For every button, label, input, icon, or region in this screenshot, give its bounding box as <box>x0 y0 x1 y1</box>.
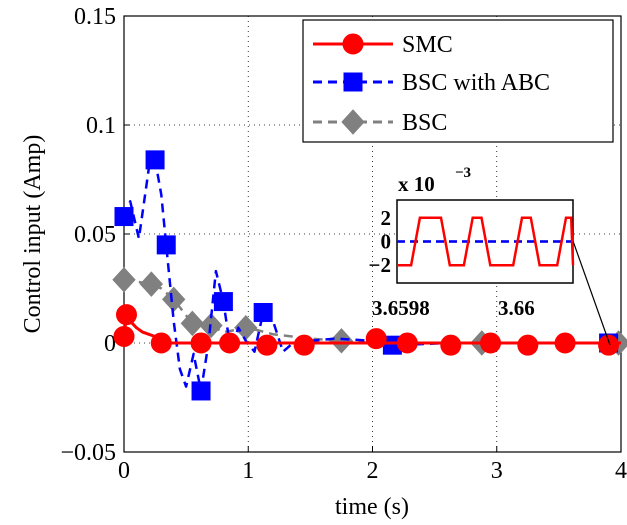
data-point-smc <box>598 334 620 356</box>
inset-scale-exponent: −3 <box>455 165 471 181</box>
inset-y-tick-labels: 20−2 <box>369 206 391 277</box>
y-tick-labels: −0.05 0 0.05 0.1 0.15 <box>60 4 116 466</box>
data-point-bsc-with-abc <box>145 150 165 170</box>
inset-x-tick-labels: 3.6598 3.66 <box>372 296 535 320</box>
y-tick-label: 0.15 <box>74 4 116 30</box>
y-tick-label: −0.05 <box>60 440 116 466</box>
inset-series-layer <box>397 216 575 267</box>
data-point-smc <box>190 332 212 354</box>
data-point-bsc-with-abc <box>156 235 176 255</box>
data-point-smc <box>115 304 137 326</box>
inset-scale-label: x 10 <box>398 172 435 196</box>
x-axis-label: time (s) <box>335 494 409 520</box>
y-tick-label: 0.1 <box>86 113 116 139</box>
data-point-bsc-with-abc <box>213 292 233 312</box>
legend-swatch-marker <box>342 33 364 55</box>
x-tick-label: 1 <box>242 458 254 484</box>
data-point-smc <box>517 334 539 356</box>
data-point-smc <box>113 325 135 347</box>
legend-swatch-marker <box>343 72 363 92</box>
y-tick-label: 0.05 <box>74 222 116 248</box>
data-point-bsc-with-abc <box>114 207 134 227</box>
legend-swatch-marker <box>341 109 365 135</box>
y-tick-label: 0 <box>104 331 116 357</box>
series-layer <box>112 150 627 401</box>
data-point-bsc-with-abc <box>253 302 273 322</box>
inset-zoom: x 10 −3 20−2 3.6598 3.66 <box>369 165 611 346</box>
data-point-smc <box>293 334 315 356</box>
legend-label: BSC <box>402 110 447 136</box>
y-axis-label: Control input (Amp) <box>20 135 46 334</box>
inset-series-line-smc <box>397 216 575 267</box>
legend-item-smc: SMC <box>313 32 453 58</box>
inset-x-tick-label: 3.6598 <box>372 296 430 320</box>
data-point-bsc-with-abc <box>191 381 211 401</box>
series-smc <box>113 304 621 356</box>
data-point-bsc <box>139 271 164 297</box>
legend-item-bsc: BSC <box>313 109 447 136</box>
data-point-bsc <box>329 328 354 354</box>
x-tick-label: 3 <box>491 458 503 484</box>
legend: SMC BSC with ABC BSC <box>302 19 614 143</box>
inset-y-tick-label: 0 <box>381 230 392 254</box>
data-point-smc <box>554 332 576 354</box>
plot-frame <box>123 15 622 453</box>
data-point-bsc <box>112 267 136 293</box>
inset-y-tick-label: 2 <box>381 206 392 230</box>
x-tick-labels: 0 1 2 3 4 <box>118 458 627 484</box>
x-tick-label: 2 <box>367 458 379 484</box>
inset-y-tick-label: −2 <box>369 253 391 277</box>
legend-label: SMC <box>402 32 453 58</box>
data-point-smc <box>365 328 387 350</box>
inset-x-tick-label: 3.66 <box>498 296 535 320</box>
data-point-smc <box>480 332 502 354</box>
legend-item-bsc-with-abc: BSC with ABC <box>313 70 550 96</box>
legend-label: BSC with ABC <box>402 70 550 96</box>
data-point-smc <box>256 334 278 356</box>
data-point-bsc <box>180 310 205 337</box>
x-tick-label: 0 <box>118 458 130 484</box>
data-point-smc <box>396 332 418 354</box>
data-point-smc <box>150 332 172 354</box>
x-tick-label: 4 <box>615 458 627 484</box>
inset-connector-line <box>572 240 611 346</box>
data-point-smc <box>440 334 462 356</box>
data-point-smc <box>219 332 241 354</box>
